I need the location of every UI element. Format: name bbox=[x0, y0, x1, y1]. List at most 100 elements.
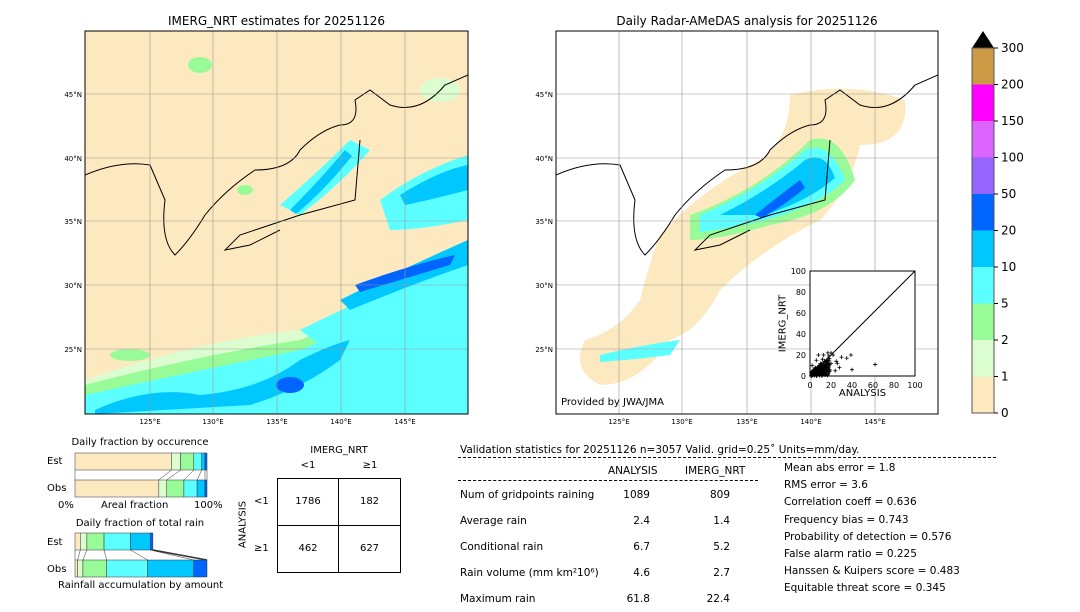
right-map-title: Daily Radar-AMeDAS analysis for 20251126 bbox=[616, 14, 878, 28]
scatter-point bbox=[823, 372, 828, 377]
lat-label: 40°N bbox=[535, 155, 553, 163]
table-cell: 462 bbox=[278, 525, 339, 572]
score-line: False alarm ratio = 0.225 bbox=[784, 548, 917, 560]
scatter-xtick: 100 bbox=[907, 381, 922, 390]
colorbar-segment bbox=[972, 340, 994, 377]
scatter-point bbox=[831, 353, 836, 357]
scatter-point bbox=[827, 368, 832, 373]
colorbar-segment bbox=[972, 84, 994, 121]
stats-label: Rain volume (mm km²10⁶) bbox=[460, 567, 599, 579]
stats-label: Average rain bbox=[460, 515, 527, 527]
stats-a: 1089 bbox=[623, 489, 650, 501]
occ-obs-label: Obs bbox=[47, 483, 67, 494]
lat-label: 25°N bbox=[535, 346, 553, 354]
score-line: Correlation coeff = 0.636 bbox=[784, 496, 917, 509]
scatter-ytick: 0 bbox=[801, 372, 806, 381]
rain-xlabel: Rainfall accumulation by amount bbox=[58, 580, 224, 591]
occurrence-bar-segment bbox=[158, 479, 167, 498]
stats-col-analysis: ANALYSIS bbox=[608, 465, 658, 477]
colorbar-label: 150 bbox=[1001, 114, 1024, 128]
stats-col-imerg: IMERG_NRT bbox=[685, 465, 746, 477]
occ-x-right: 100% bbox=[194, 500, 223, 511]
scatter-point bbox=[818, 371, 823, 376]
left-map-title: IMERG_NRT estimates for 20251126 bbox=[168, 14, 385, 28]
scatter-point bbox=[821, 353, 826, 357]
table-cell: 627 bbox=[359, 543, 380, 555]
table-col-2: ≥1 bbox=[362, 460, 378, 471]
stats-label: Num of gridpoints raining bbox=[460, 489, 595, 501]
lat-label: 25°N bbox=[64, 346, 82, 354]
bar-connector bbox=[166, 469, 181, 481]
lat-label: 35°N bbox=[64, 218, 82, 226]
occ-x-left: 0% bbox=[58, 500, 74, 511]
scatter-point bbox=[833, 368, 838, 373]
occurrence-bar-segment bbox=[204, 452, 208, 471]
lon-label: 125°E bbox=[608, 418, 629, 426]
occurrence-bar-segment bbox=[204, 479, 208, 498]
rain-bar-segment bbox=[86, 532, 105, 551]
stats-b: 2.7 bbox=[713, 567, 730, 579]
colorbar: 0 1 2 5 10 20 50 100 150 200 300 bbox=[971, 31, 1024, 420]
scatter-ylabel: IMERG_NRT bbox=[777, 294, 789, 353]
rain-bar-segment bbox=[130, 532, 151, 551]
lon-label: 135°E bbox=[736, 418, 757, 426]
colorbar-segment bbox=[972, 376, 994, 413]
rain-bar-segment bbox=[82, 559, 107, 578]
bar-connector bbox=[103, 549, 107, 561]
stats-b: 5.2 bbox=[713, 541, 730, 553]
stats-b: 809 bbox=[709, 489, 730, 501]
lon-label: 130°E bbox=[671, 418, 692, 426]
lat-label: 45°N bbox=[64, 91, 82, 99]
scatter-point bbox=[844, 356, 849, 361]
occurrence-bar-segment bbox=[183, 479, 198, 498]
scatter-point bbox=[809, 373, 814, 378]
scatter-point bbox=[839, 355, 844, 360]
colorbar-segment bbox=[972, 267, 994, 304]
occ-est-label: Est bbox=[47, 456, 63, 467]
colorbar-label: 100 bbox=[1001, 151, 1024, 165]
occurrence-bar-segment bbox=[74, 452, 172, 471]
occurrence-bar-segment bbox=[74, 479, 160, 498]
score-line: Frequency bias = 0.743 bbox=[784, 513, 909, 526]
colorbar-label: 50 bbox=[1001, 187, 1016, 201]
stats-a: 6.7 bbox=[633, 541, 650, 553]
scatter-ytick: 40 bbox=[796, 330, 806, 339]
scatter-point bbox=[815, 373, 820, 378]
scatter-point bbox=[814, 358, 819, 363]
scatter-point bbox=[822, 365, 827, 370]
scatter-point bbox=[820, 357, 825, 362]
scatter-point bbox=[848, 353, 853, 357]
lat-label: 30°N bbox=[64, 282, 82, 290]
scatter-point bbox=[813, 370, 818, 375]
lon-label: 140°E bbox=[800, 418, 821, 426]
rain-fraction-title: Daily fraction of total rain bbox=[75, 518, 205, 529]
rain-bar-segment bbox=[193, 559, 208, 578]
colorbar-label: 2 bbox=[1001, 333, 1009, 347]
scatter-point bbox=[817, 369, 822, 374]
bar-connector bbox=[183, 469, 194, 481]
table-title: IMERG_NRT bbox=[310, 445, 368, 456]
scatter-point bbox=[817, 366, 822, 371]
colorbar-label: 200 bbox=[1001, 78, 1024, 92]
occurrence-bar-segment bbox=[196, 479, 206, 498]
scatter-xtick: 60 bbox=[868, 381, 878, 390]
colorbar-segment bbox=[972, 157, 994, 194]
bar-connector bbox=[130, 549, 148, 561]
rain-bar-segment bbox=[103, 532, 131, 551]
colorbar-label: 20 bbox=[1001, 224, 1016, 238]
table-row-title: ANALYSIS bbox=[237, 500, 249, 549]
scatter-point bbox=[837, 365, 842, 370]
lon-label: 145°E bbox=[864, 418, 885, 426]
occ-xlabel: Areal fraction bbox=[101, 500, 169, 511]
scatter-point bbox=[814, 373, 819, 378]
rain-bar-segment bbox=[147, 559, 195, 578]
occurrence-bar-segment bbox=[180, 452, 195, 471]
bar-connector bbox=[77, 549, 81, 561]
rain-bar-segment bbox=[106, 559, 148, 578]
rain-obs-label: Obs bbox=[47, 564, 67, 575]
lon-label: 145°E bbox=[394, 418, 415, 426]
fraction-bars bbox=[74, 452, 208, 578]
bar-connector bbox=[150, 549, 194, 561]
lon-label: 125°E bbox=[139, 418, 160, 426]
